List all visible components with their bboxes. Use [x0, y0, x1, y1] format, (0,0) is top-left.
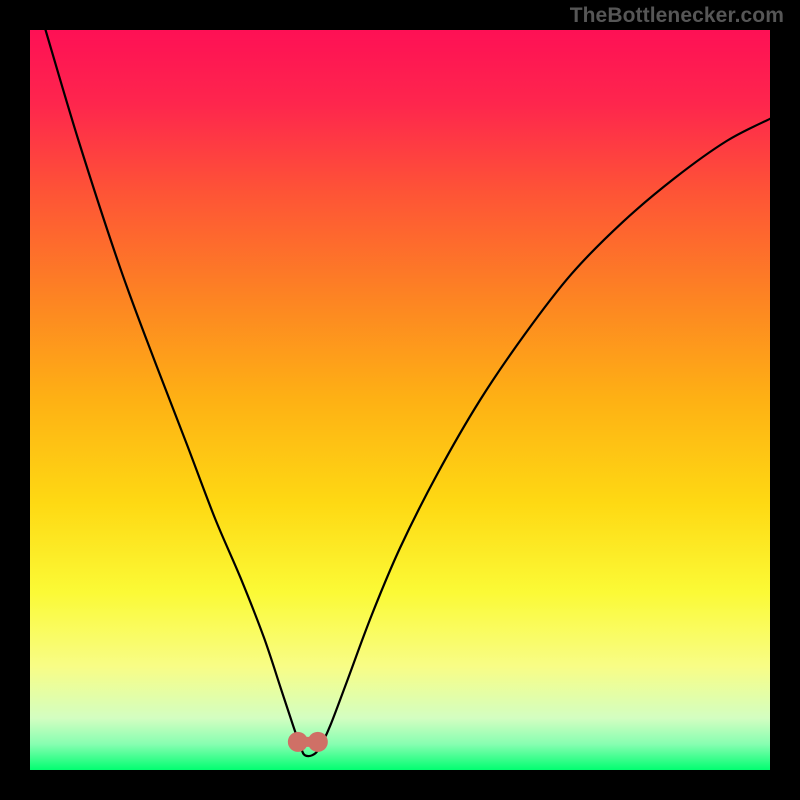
chart-frame: TheBottlenecker.com	[0, 0, 800, 800]
dip-marker-left	[288, 732, 308, 752]
plot-background	[30, 30, 770, 770]
bottleneck-chart	[0, 0, 800, 800]
watermark: TheBottlenecker.com	[570, 4, 784, 28]
dip-marker-right	[308, 732, 328, 752]
